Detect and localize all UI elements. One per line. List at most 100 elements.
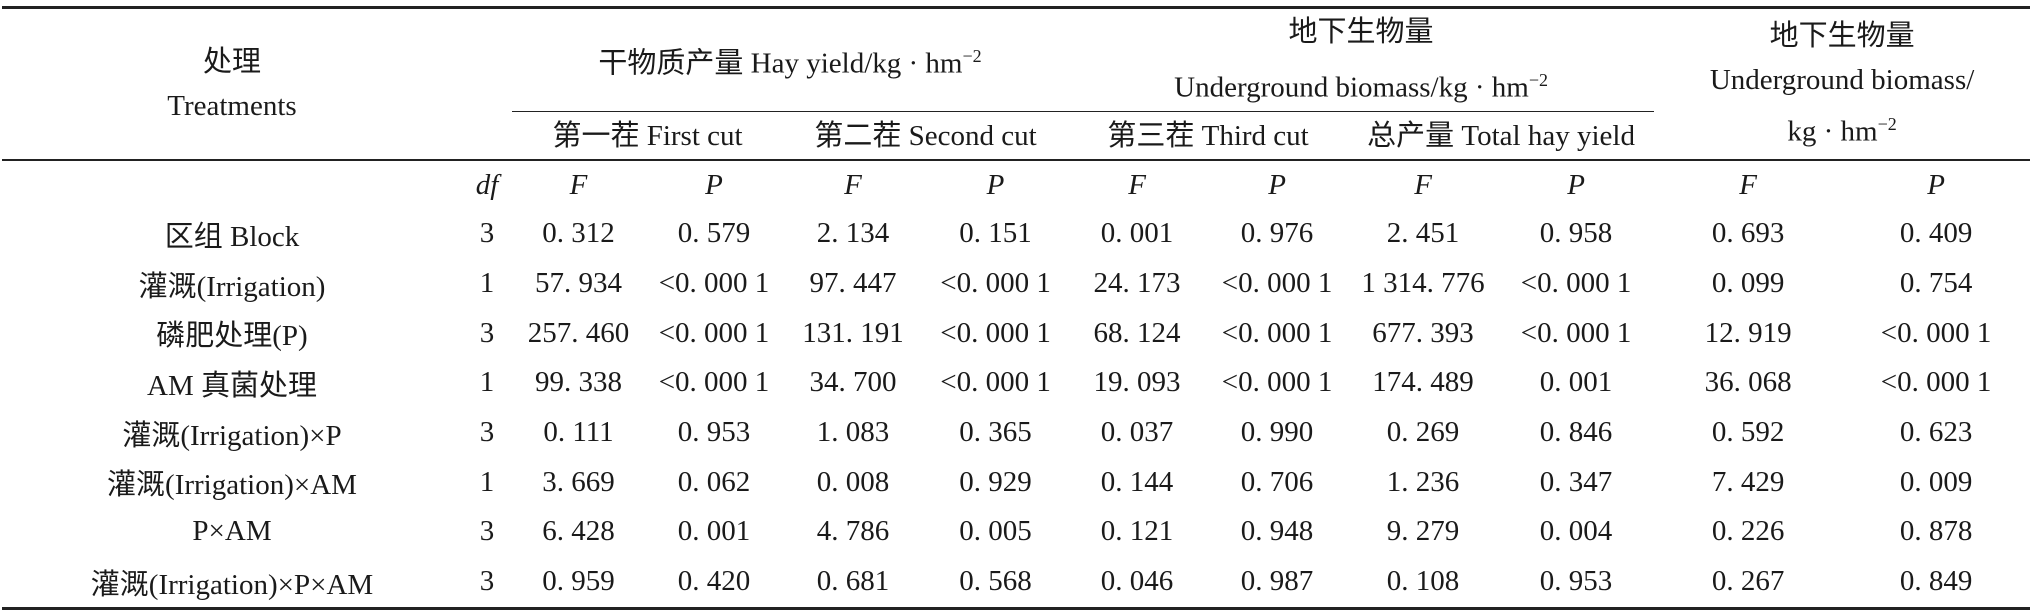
row-label: AM 真菌处理 xyxy=(147,369,317,402)
header-row-2: Underground biomass/kg · hm−2 xyxy=(2,55,2030,113)
table-cell: 0. 420 xyxy=(645,556,783,610)
table-cell: 0. 579 xyxy=(677,217,751,250)
table-cell: 7. 429 xyxy=(1711,465,1785,498)
table-cell: 19. 093 xyxy=(1093,366,1181,399)
table-cell: 0. 008 xyxy=(816,465,890,498)
blank-df-header xyxy=(462,6,512,161)
table-cell: 99. 338 xyxy=(535,366,622,399)
table-cell: <0. 000 1 xyxy=(1520,316,1632,349)
row-label: 灌溉(Irrigation) xyxy=(138,270,326,303)
table-cell: 0. 990 xyxy=(1240,416,1314,449)
table-cell: 0. 269 xyxy=(1386,416,1460,449)
table-cell: 677. 393 xyxy=(1372,316,1474,349)
table-cell: <0. 000 1 xyxy=(940,267,1051,300)
table-cell: 0. 568 xyxy=(923,556,1069,610)
anova-table: 处理 Treatments 干物质产量 Hay yield/kg · hm−2 … xyxy=(2,5,2031,610)
symbol-cell: P xyxy=(1567,168,1585,201)
table-cell: 1 314. 776 xyxy=(1361,267,1485,300)
treatments-cn: 处理 xyxy=(202,46,261,78)
symbol-cell: df xyxy=(475,168,499,201)
row-label: 灌溉(Irrigation)×P xyxy=(122,419,342,452)
table-cell: 9. 279 xyxy=(1386,515,1460,548)
table-cell: 174. 489 xyxy=(1372,366,1474,399)
table-cell: 0. 958 xyxy=(1539,217,1613,250)
table-cell: 0. 037 xyxy=(1100,416,1174,449)
underground2-sup: −2 xyxy=(1877,114,1897,135)
hay-yield-sup: −2 xyxy=(962,46,982,67)
treatments-en: Treatments xyxy=(167,90,297,122)
underground2-header: 地下生物量 Underground biomass/ kg · hm−2 xyxy=(1654,6,2031,161)
symbol-cell: F xyxy=(1128,168,1146,201)
table-cell: 0. 754 xyxy=(1899,267,1973,300)
table-cell: 0. 312 xyxy=(542,217,615,250)
table-cell: 68. 124 xyxy=(1093,316,1181,349)
row-label: 灌溉(Irrigation)×AM xyxy=(107,469,357,502)
total-header: 总产量 Total hay yield xyxy=(1348,111,1655,162)
symbols-row: df F P F P F P F P F P xyxy=(2,160,2030,209)
table-cell: 3. 669 xyxy=(542,465,615,498)
underground2-unit: kg · hm xyxy=(1787,115,1878,148)
table-cell: 3 xyxy=(479,217,495,250)
table-cell: 0. 099 xyxy=(1711,267,1785,300)
table-cell: 0. 409 xyxy=(1899,217,1973,250)
underground2-cn: 地下生物量 xyxy=(1769,20,1915,53)
table-cell: 57. 934 xyxy=(535,267,622,300)
table-cell: <0. 000 1 xyxy=(1880,366,1992,399)
table-cell: 257. 460 xyxy=(527,316,630,349)
table-cell: 6. 428 xyxy=(542,515,615,548)
table-cell: 0. 623 xyxy=(1899,416,1973,449)
table-cell: 2. 451 xyxy=(1386,217,1460,250)
table-cell: <0. 000 1 xyxy=(940,366,1051,399)
table-cell: 0. 009 xyxy=(1899,465,1973,498)
table-cell: 1 xyxy=(479,267,495,300)
symbol-cell: P xyxy=(705,168,723,201)
symbols-blank xyxy=(2,160,462,209)
table-row: 灌溉(Irrigation)×AM 1 3. 669 0. 062 0. 008… xyxy=(2,457,2030,507)
table-cell: 97. 447 xyxy=(809,267,897,300)
table-cell: 0. 592 xyxy=(1711,416,1785,449)
table-cell: <0. 000 1 xyxy=(658,316,770,349)
table-cell: 3 xyxy=(479,316,495,349)
table-cell: 3 xyxy=(462,556,512,610)
table-cell: 36. 068 xyxy=(1704,366,1792,399)
symbol-cell: P xyxy=(986,168,1005,201)
table-cell: 1 xyxy=(479,366,495,399)
table-cell: 0. 046 xyxy=(1068,556,1207,610)
table-cell: 0. 948 xyxy=(1240,515,1314,548)
table-cell: 0. 365 xyxy=(959,416,1032,449)
cut1-header: 第一茬 First cut xyxy=(512,111,783,162)
row-label: P×AM xyxy=(192,515,272,548)
table-cell: 0. 062 xyxy=(677,465,751,498)
cut2-header: 第二茬 Second cut xyxy=(783,111,1069,162)
table-cell: 3 xyxy=(479,416,495,449)
table-cell: 0. 693 xyxy=(1711,217,1785,250)
table-cell: 0. 151 xyxy=(959,217,1032,250)
table-cell: <0. 000 1 xyxy=(658,267,770,300)
table-cell: 0. 706 xyxy=(1240,465,1314,498)
treatments-header: 处理 Treatments xyxy=(2,6,462,161)
table-cell: 0. 878 xyxy=(1899,515,1973,548)
table-cell: 1 xyxy=(479,465,495,498)
hay-yield-label: 干物质产量 Hay yield/kg · hm xyxy=(598,47,963,80)
table-cell: 0. 929 xyxy=(959,465,1032,498)
row-label: 区组 Block xyxy=(164,220,300,253)
table-cell: 131. 191 xyxy=(802,316,904,349)
underground-cn: 地下生物量 xyxy=(1288,16,1434,49)
table-cell: 0. 267 xyxy=(1654,556,1843,610)
row-label: 磷肥处理(P) xyxy=(156,320,308,353)
table-cell: 0. 121 xyxy=(1100,515,1174,548)
table-cell: 2. 134 xyxy=(816,217,890,250)
table-row: AM 真菌处理 1 99. 338 <0. 000 1 34. 700 <0. … xyxy=(2,358,2030,408)
table-cell: 0. 846 xyxy=(1539,416,1613,449)
table-cell: 0. 976 xyxy=(1240,217,1314,250)
table-row: P×AM 3 6. 428 0. 001 4. 786 0. 005 0. 12… xyxy=(2,507,2030,557)
table-cell: 0. 849 xyxy=(1842,556,2031,610)
header-row-3: 第一茬 First cut 第二茬 Second cut 第三茬 Third c… xyxy=(2,111,2030,162)
table-row: 灌溉(Irrigation)×P 3 0. 111 0. 953 1. 083 … xyxy=(2,408,2030,458)
underground2-en: Underground biomass/ xyxy=(1709,64,1975,97)
table-cell: 1. 236 xyxy=(1386,465,1460,498)
table-cell: <0. 000 1 xyxy=(940,316,1051,349)
table-cell: 0. 005 xyxy=(959,515,1032,548)
underground-sup: −2 xyxy=(1528,69,1548,90)
table-cell: 0. 987 xyxy=(1206,556,1349,610)
